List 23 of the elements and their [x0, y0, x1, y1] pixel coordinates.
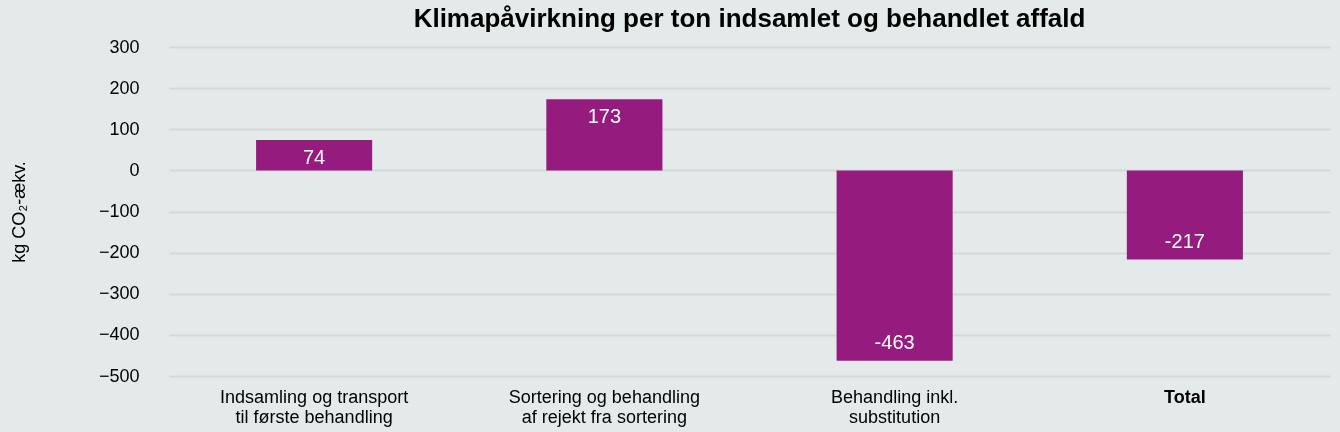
- data-label: -217: [1164, 229, 1205, 252]
- y-tick-label: −300: [98, 283, 140, 304]
- y-tick-label: 0: [129, 159, 140, 180]
- y-axis-title: kg CO₂-ækv.: [8, 161, 29, 263]
- x-tick-label: Indsamling og transport til første behandling: [220, 386, 409, 427]
- y-tick-label: 300: [109, 36, 140, 57]
- x-tick-label: Behandling inkl. substitution: [831, 386, 959, 427]
- y-tick-label: −400: [98, 324, 140, 345]
- x-tick-label: Total: [1164, 386, 1206, 407]
- y-tick-label: −200: [98, 242, 140, 263]
- bar: [836, 170, 953, 361]
- y-tick-label: −100: [98, 201, 140, 221]
- data-label: 74: [303, 145, 326, 168]
- bar: [256, 139, 373, 171]
- y-tick-label: −500: [98, 365, 140, 386]
- y-tick-label: 200: [109, 77, 140, 98]
- x-tick-label: Sortering og behandling af rejekt fra sortering: [508, 386, 700, 427]
- y-tick-label: 100: [109, 118, 140, 139]
- bar: [1126, 170, 1243, 260]
- bar: [546, 99, 663, 171]
- data-label: 173: [587, 105, 622, 128]
- data-label: -463: [874, 330, 915, 353]
- chart-title: Klimapåvirkning per ton indsamlet og behandlet affald: [413, 3, 1086, 33]
